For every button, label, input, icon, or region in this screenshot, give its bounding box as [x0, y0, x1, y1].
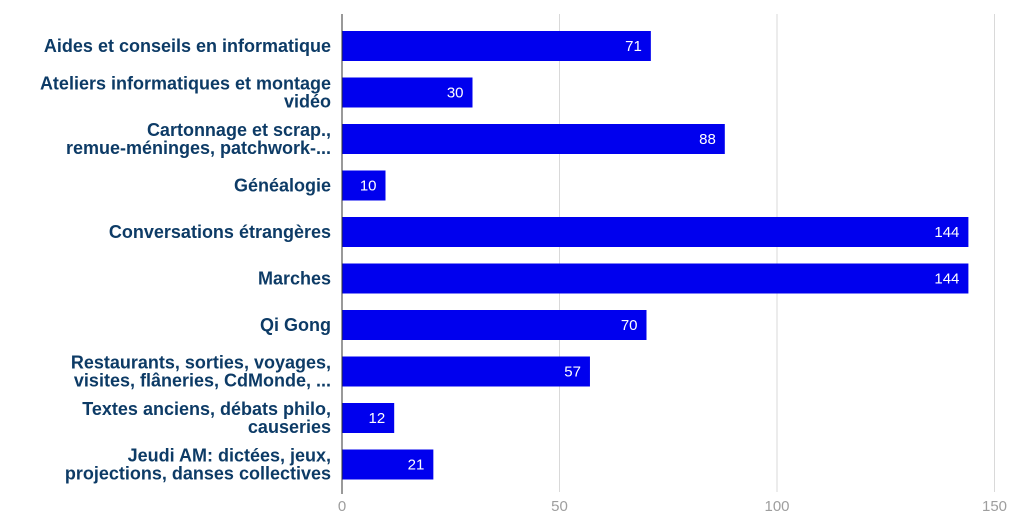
category-label-line: Qi Gong	[260, 315, 331, 335]
data-label: 144	[934, 271, 959, 288]
data-label: 70	[621, 317, 638, 334]
category-label: Cartonnage et scrap., remue-méninges, pat…	[66, 120, 331, 158]
category-label-line: visites, flâneries, CdMonde, ...	[74, 371, 331, 391]
x-tick-label: 100	[764, 498, 789, 513]
bars: 71 30 88 10 144 144 70 57 12 21	[342, 31, 969, 480]
category-label: Conversations étrangères	[109, 222, 331, 242]
category-label: Marches	[258, 269, 331, 289]
category-label: Jeudi AM: dictées, jeux, projections, dan…	[65, 446, 331, 484]
category-label-line: Généalogie	[234, 176, 331, 196]
category-label-line: Jeudi AM: dictées, jeux,	[128, 446, 331, 466]
category-label-line: causeries	[248, 417, 331, 437]
x-tick-label: 150	[982, 498, 1007, 513]
category-label: Textes anciens, débats philo, causeries	[82, 399, 331, 437]
category-label-line: vidéo	[284, 92, 331, 112]
bar	[342, 217, 969, 247]
category-label-line: Cartonnage et scrap.,	[147, 120, 331, 140]
category-label: Généalogie	[234, 176, 331, 196]
category-label-line: projections, danses collectives	[65, 464, 331, 484]
category-label: Restaurants, sorties, voyages, visites, f…	[71, 353, 331, 391]
data-label: 10	[360, 178, 377, 195]
bar	[342, 449, 434, 480]
x-tick-labels: 0 50 100 150	[338, 498, 1007, 513]
bar	[342, 170, 386, 201]
category-label-line: Conversations étrangères	[109, 222, 331, 242]
category-labels: Aides et conseils en informatique Atelier…	[40, 36, 331, 484]
data-label: 71	[625, 38, 642, 55]
category-label-line: remue-méninges, patchwork-...	[66, 138, 331, 158]
grid-lines	[559, 14, 995, 492]
category-label-line: Aides et conseils en informatique	[44, 36, 331, 56]
category-label: Aides et conseils en informatique	[44, 36, 331, 56]
data-label: 12	[369, 410, 386, 427]
bar	[342, 77, 473, 108]
bar	[342, 310, 647, 340]
category-label: Ateliers informatiques et montage vidéo	[40, 74, 331, 112]
data-label: 144	[934, 224, 959, 241]
bar	[342, 356, 590, 387]
category-label-line: Textes anciens, débats philo,	[82, 399, 331, 419]
bar	[342, 31, 651, 61]
data-label: 57	[564, 364, 581, 381]
x-tick-label: 0	[338, 498, 346, 513]
bar	[342, 403, 395, 433]
data-label: 21	[408, 457, 425, 474]
category-label-line: Restaurants, sorties, voyages,	[71, 353, 331, 373]
bar	[342, 124, 725, 154]
category-label-line: Marches	[258, 269, 331, 289]
category-label: Qi Gong	[260, 315, 331, 335]
data-label: 30	[447, 85, 464, 102]
data-label: 88	[699, 131, 716, 148]
bar	[342, 263, 969, 294]
x-tick-label: 50	[551, 498, 568, 513]
category-label-line: Ateliers informatiques et montage	[40, 74, 331, 94]
